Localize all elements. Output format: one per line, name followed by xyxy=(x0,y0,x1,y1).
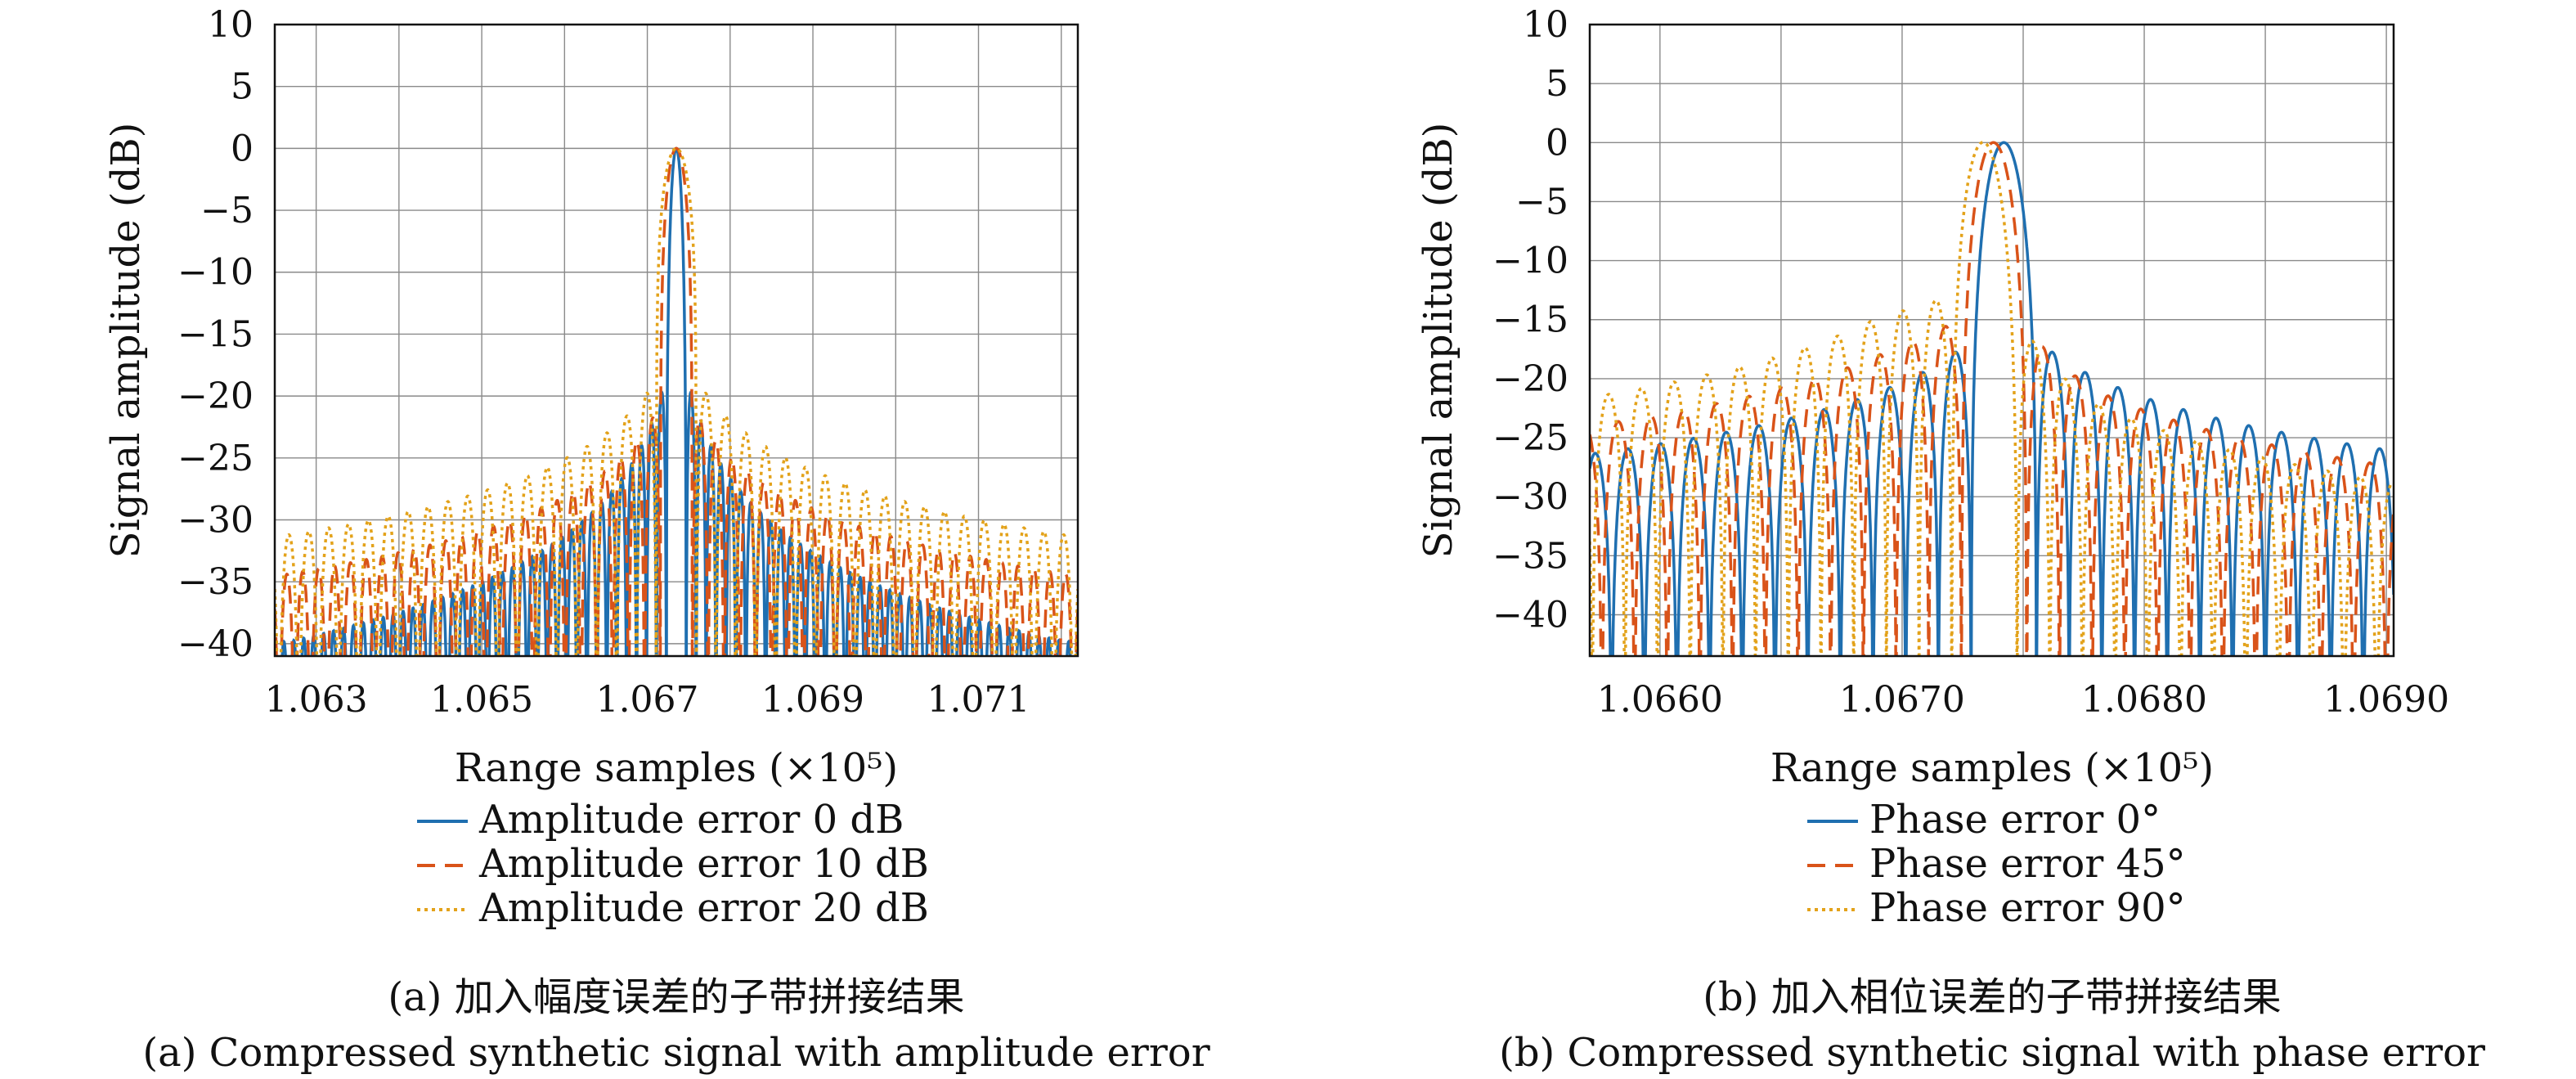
x-tick-label: 1.0680 xyxy=(2081,679,2207,721)
legend-label: Amplitude error 10 dB xyxy=(478,841,929,887)
y-tick-label: −35 xyxy=(1492,535,1568,577)
y-tick-label: −30 xyxy=(1492,476,1568,518)
y-tick-label: −25 xyxy=(1492,417,1568,459)
y-tick-label: −35 xyxy=(177,561,254,603)
series-line xyxy=(1590,141,2394,656)
y-tick-label: −5 xyxy=(1515,181,1568,223)
legend-label: Phase error 45° xyxy=(1869,841,2186,887)
grid-b xyxy=(1590,24,2394,656)
x-tick-label: 1.0690 xyxy=(2323,679,2449,721)
series-line xyxy=(1590,141,2394,656)
x-tick-label: 1.071 xyxy=(927,679,1030,721)
x-tick-label: 1.065 xyxy=(430,679,533,721)
y-tick-label: −5 xyxy=(200,190,254,232)
series-lines-b xyxy=(1590,141,2394,656)
series-line xyxy=(275,146,1078,656)
plot-frame-b xyxy=(1588,23,2395,658)
y-tick-label: −15 xyxy=(1492,299,1568,341)
y-tick-labels-b: 10 5 0 −5 −10 −15 −20 −25 −30 −35 −40 xyxy=(1492,4,1568,636)
x-axis-label-b: Range samples (×10⁵) xyxy=(1770,745,2214,791)
caption-zh-b: (b) 加入相位误差的子带拼接结果 xyxy=(1703,974,2281,1020)
y-tick-label: −10 xyxy=(177,252,254,294)
legend-label: Amplitude error 20 dB xyxy=(478,885,929,931)
y-tick-label: 10 xyxy=(208,4,254,46)
x-tick-labels-b: 1.0660 1.0670 1.0680 1.0690 xyxy=(1597,679,2449,721)
y-axis-label-a: Signal amplitude (dB) xyxy=(103,123,149,559)
legend-label: Phase error 90° xyxy=(1869,885,2186,931)
panel-phase-error: 1.0660 1.0670 1.0680 1.0690 10 5 0 −5 −10 −15 −20… xyxy=(1416,4,2485,1076)
y-tick-label: 5 xyxy=(231,66,254,108)
y-tick-label: −25 xyxy=(177,438,254,479)
x-tick-label: 1.063 xyxy=(265,679,368,721)
y-tick-label: 5 xyxy=(1546,63,1568,105)
y-tick-label: −40 xyxy=(1492,594,1568,636)
y-tick-label: −15 xyxy=(177,313,254,355)
y-tick-label: −20 xyxy=(177,375,254,417)
series-lines-a xyxy=(275,146,1078,656)
caption-zh-a: (a) 加入幅度误差的子带拼接结果 xyxy=(388,974,964,1020)
y-tick-labels-a: 10 5 0 −5 −10 −15 −20 −25 −30 −35 −40 xyxy=(177,4,254,665)
legend-label: Phase error 0° xyxy=(1869,797,2161,843)
y-tick-label: −30 xyxy=(177,499,254,541)
legend-b: Phase error 0°Phase error 45°Phase error… xyxy=(1807,797,2186,931)
legend-label: Amplitude error 0 dB xyxy=(478,797,904,843)
y-tick-label: 0 xyxy=(1546,122,1568,164)
caption-en-a: (a) Compressed synthetic signal with amp… xyxy=(142,1030,1209,1076)
y-tick-label: −40 xyxy=(177,623,254,665)
panel-amplitude-error: 1.063 1.065 1.067 1.069 1.071 10 5 0 −5 −10 −15 −2… xyxy=(103,4,1210,1076)
plot-frame-a xyxy=(273,23,1079,658)
x-tick-label: 1.069 xyxy=(761,679,864,721)
y-tick-label: −10 xyxy=(1492,241,1568,282)
y-axis-label-b: Signal amplitude (dB) xyxy=(1416,123,1461,559)
x-tick-label: 1.0660 xyxy=(1597,679,1723,721)
x-tick-label: 1.0670 xyxy=(1839,679,1965,721)
y-tick-label: 10 xyxy=(1523,4,1568,46)
y-tick-label: 0 xyxy=(231,128,254,169)
x-tick-labels-a: 1.063 1.065 1.067 1.069 1.071 xyxy=(265,679,1030,721)
caption-en-b: (b) Compressed synthetic signal with pha… xyxy=(1499,1030,2485,1076)
x-tick-label: 1.067 xyxy=(596,679,699,721)
y-tick-label: −20 xyxy=(1492,358,1568,400)
x-axis-label-a: Range samples (×10⁵) xyxy=(455,745,898,791)
series-line xyxy=(1590,141,2394,656)
